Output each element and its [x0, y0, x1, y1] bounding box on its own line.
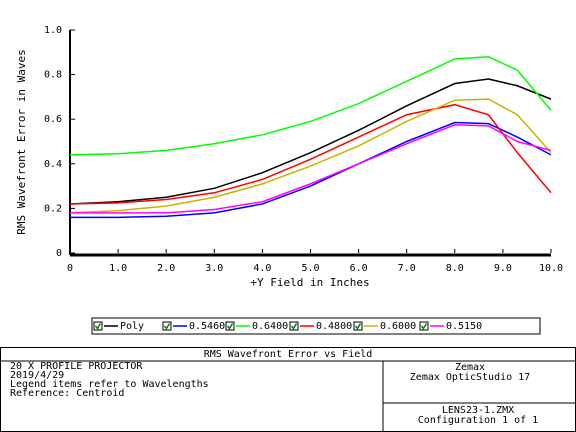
x-tick-label: 2.0 [157, 263, 175, 274]
series-line [69, 55, 552, 156]
footer-note: 2019/4/29 [10, 370, 64, 381]
x-axis-label: +Y Field in Inches [250, 276, 369, 289]
footer-note: 20 X PROFILE PROJECTOR [10, 361, 143, 372]
legend-check [420, 323, 428, 330]
x-tick-label: 7.0 [398, 263, 416, 274]
series-line [70, 121, 552, 219]
x-tick-label: 9.0 [494, 263, 512, 274]
footer-program: Zemax OpticStudio 17 [410, 372, 530, 383]
legend-check [163, 323, 171, 330]
legend-check [354, 323, 362, 330]
x-tick-label: 4.0 [253, 263, 271, 274]
y-tick-label: 0.8 [44, 70, 62, 81]
x-tick-label: 10.0 [539, 263, 563, 274]
footer-note: Reference: Centroid [10, 388, 124, 399]
series-line [69, 98, 552, 214]
legend-label: 0.5460 [189, 321, 225, 332]
y-tick-label: 1.0 [44, 25, 62, 36]
legend-checkbox [289, 321, 299, 331]
legend-label: 0.5150 [446, 321, 482, 332]
legend-check [94, 323, 102, 330]
legend-label: 0.4800 [316, 321, 352, 332]
legend-checkbox [419, 321, 429, 331]
series-line [69, 78, 552, 205]
legend-checkbox [225, 321, 235, 331]
legend-label: Poly [120, 321, 144, 332]
y-tick-label: 0.4 [44, 159, 62, 170]
y-tick-label: 0.6 [44, 114, 62, 125]
legend-box [91, 317, 541, 335]
legend-label: 0.6000 [380, 321, 416, 332]
legend-label: 0.6400 [252, 321, 288, 332]
series-line [70, 124, 552, 214]
y-axis-label: RMS Wavefront Error in Waves [15, 49, 28, 234]
legend-checkbox [93, 321, 103, 331]
footer-file: LENS23-1.ZMX [442, 405, 514, 416]
legend-check [226, 323, 234, 330]
x-tick-label: 3.0 [205, 263, 223, 274]
legend-checkbox [353, 321, 363, 331]
legend-checkbox [162, 321, 172, 331]
footer-note: Legend items refer to Wavelengths [10, 379, 209, 390]
legend-check [290, 323, 298, 330]
x-tick-label: 8.0 [446, 263, 464, 274]
x-tick-label: 0 [67, 263, 73, 274]
x-tick-label: 6.0 [350, 263, 368, 274]
x-tick-label: 5.0 [301, 263, 319, 274]
footer-title: RMS Wavefront Error vs Field [204, 349, 373, 360]
series-line [69, 103, 552, 205]
footer-program: Zemax [455, 362, 485, 373]
footer-file: Configuration 1 of 1 [418, 415, 538, 426]
x-tick-label: 1.0 [109, 263, 127, 274]
y-tick-label: 0.2 [44, 203, 62, 214]
y-tick-label: 0 [56, 248, 62, 259]
